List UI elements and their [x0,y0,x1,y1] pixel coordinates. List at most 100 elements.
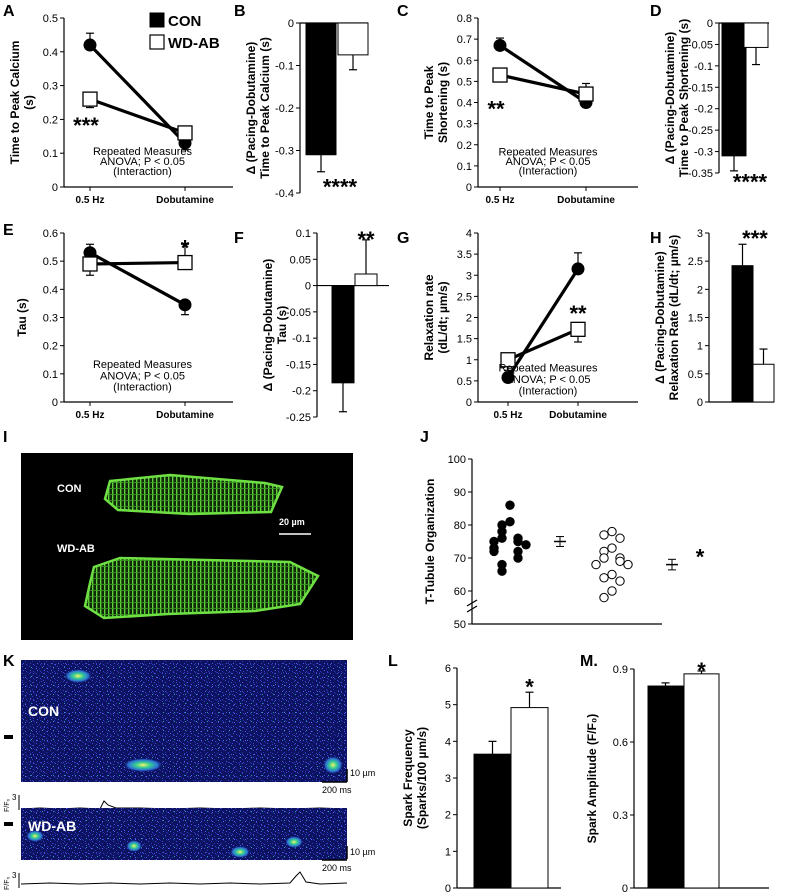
legend-swatch-con [149,12,165,28]
panel-a: A 0 0.1 0.2 0.3 0.4 0.5 Time to Peak Calcium (s… [3,3,233,206]
panel-label-l: L [388,653,398,670]
y-axis-title: Time to Peak [422,65,436,139]
x-tick-label: Dobutamine [557,195,615,206]
panel-label-m: M. [580,653,598,670]
y-axis-title: Relaxation rate [422,274,436,360]
data-point-con [178,298,192,312]
significance-marker: ** [569,301,587,326]
panel-b: B 0 -0.1 -0.2 -0.3 -0.4 Δ (Pacing-Dobutamine)… [234,3,369,200]
y-tick-label: 3.5 [457,249,472,261]
y-tick-label: 0.1 [43,369,58,381]
y-tick-label: 0.3 [43,81,58,93]
scale-bar-x-label: 200 ms [322,863,352,873]
y-tick-label: 3 [466,270,472,282]
panel-f: F 0.1 0.05 0 -0.05 -0.1 -0.15 -0.2 -0.25 Δ (Paci… [234,227,389,424]
y-axis-title: Time to Peak Calcium [8,41,22,165]
bar-wd-ab [683,673,720,889]
y-tick-label: 0 [622,883,628,892]
series-line-wd-ab [507,327,579,362]
spark [285,836,303,848]
data-point-wd-ab [615,533,625,543]
y-tick-label: 0.2 [43,341,58,353]
x-tick-label: Dobutamine [156,195,214,206]
y-tick-label: -0.15 [688,82,713,94]
trace-ylabel: F/F₀ [4,877,11,890]
significance-marker: **** [323,175,358,200]
y-tick-label: 1 [697,341,703,353]
data-point-wd-ab [492,67,508,83]
significance-marker: * [181,236,190,261]
y-tick-label: 6 [445,663,451,675]
data-point-wd-ab [607,543,617,553]
linescan-wd-ab: WD-AB 10 µm 200 ms [4,808,375,873]
y-tick-label: 70 [454,553,466,565]
y-tick-label: 0.5 [43,256,58,268]
data-point-con [505,517,515,527]
y-axis-title: Shortening (s) [436,62,450,143]
data-point-con [505,500,515,510]
data-point-wd-ab [599,553,609,563]
y-tick-label: -0.3 [275,146,294,158]
y-tick-label: 80 [454,520,466,532]
y-tick-label: 0.8 [457,13,472,25]
bar-wd-ab [337,22,369,56]
spark [323,756,343,774]
trace-scale-value: 3 [12,871,17,880]
scan-marker [4,822,13,826]
data-point-wd-ab [607,569,617,580]
legend-label-wd-ab: WD-AB [168,35,220,52]
bar-con [305,22,337,156]
y-axis-title: Δ (Pacing-Dobutamine) [663,32,677,165]
axis-break [466,605,478,613]
linescan-con: CON 10 µm 200 ms [4,660,375,795]
y-tick-label: 0.5 [688,369,703,381]
panel-label-c: C [397,3,409,20]
panel-label-a: A [3,3,15,20]
spark [26,830,44,842]
stats-note: ANOVA; P < 0.05 [506,156,591,168]
panel-label-g: G [397,230,409,247]
bar-con [473,753,512,889]
data-point-wd-ab [591,559,601,570]
trace-ylabel: F/F₀ [4,799,11,812]
stats-note: (Interaction) [113,382,172,394]
data-point-con [501,370,515,384]
data-point-con [493,38,507,52]
y-tick-label: 0 [52,182,58,194]
data-point-con [497,533,507,543]
y-axis-title: Δ (Pacing-Dobutamine) [244,42,258,175]
y-tick-label: 0.4 [43,47,58,59]
y-axis-title: Spark Amplitude (F/F₀) [585,714,599,844]
y-tick-label: 2 [466,313,472,325]
y-tick-label: 0 [445,883,451,892]
significance-marker: * [697,658,706,683]
y-axis-title: Δ (Pacing-Dobutamine) [653,251,667,384]
data-point-wd-ab [623,559,633,570]
data-point-wd-ab [82,256,98,272]
y-tick-label: 0.9 [613,664,628,676]
panel-c: C 0 0.1 0.2 0.3 0.4 0.5 0.6 0.7 0.8 Time to Peak S… [397,3,638,206]
micrograph-label-con: CON [57,483,82,495]
data-point-wd-ab [570,321,586,337]
x-tick-label: Dobutamine [549,410,607,421]
panel-label-j: J [420,429,429,446]
axis-break [466,599,478,607]
data-point-wd-ab [615,556,625,566]
panel-j: J 50 60 70 80 90 100 T-Tubule Organization * [420,429,705,631]
y-tick-label: 90 [454,487,466,499]
panel-label-k: K [3,653,15,670]
y-axis-title: (dL/dt; µm/s) [436,281,450,353]
y-axis-title: Relaxation Rate (dL/dt; µm/s) [667,235,681,401]
y-tick-label: 2.5 [457,291,472,303]
panel-label-e: E [3,222,14,239]
bar-con [731,265,754,403]
y-tick-label: -0.2 [275,103,294,115]
spark [123,758,163,772]
legend: CON WD-AB [149,12,220,52]
significance-marker: **** [733,169,768,194]
spark [230,846,250,858]
y-tick-label: -0.4 [275,188,294,200]
data-point-wd-ab [607,586,617,596]
y-tick-label: 3 [697,228,703,240]
